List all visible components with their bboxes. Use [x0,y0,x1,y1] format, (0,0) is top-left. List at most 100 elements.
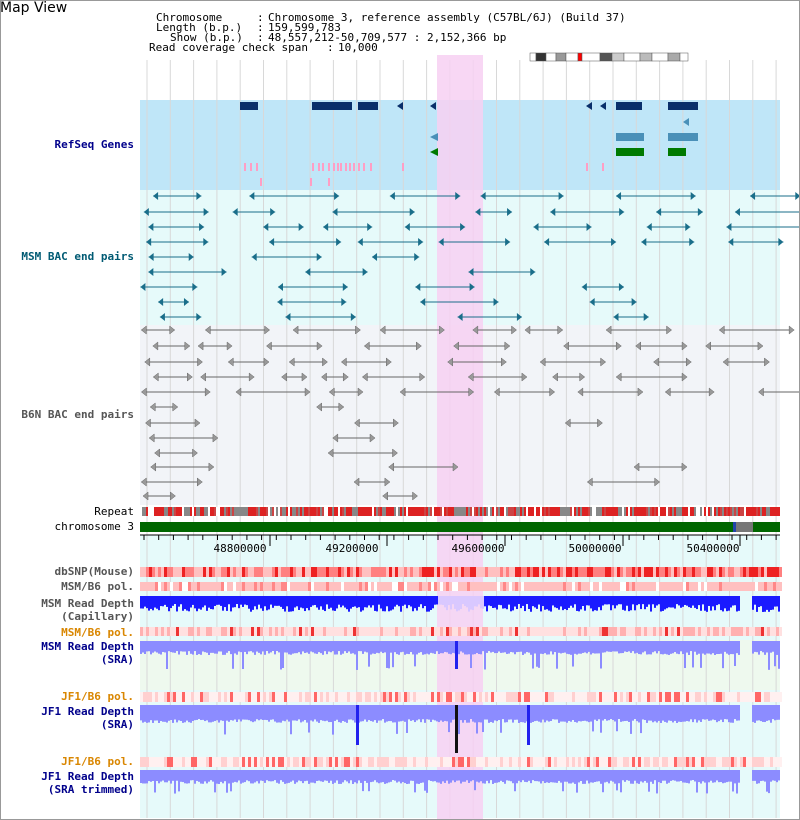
b6n-bac-end [615,372,622,382]
dbsnp-feature [689,567,692,577]
header-sep-4: : [327,41,334,54]
polymorphism-feature [737,757,740,767]
repeat-feature [194,507,196,516]
read-depth-bar [336,596,338,609]
track-label-msm-bac[interactable]: MSM BAC end pairs [21,250,134,263]
read-depth-bar [524,641,526,654]
repeat-feature [622,507,624,516]
repeat-feature [576,507,578,516]
polymorphism-feature [215,757,218,767]
read-depth-bar [314,705,316,720]
b6n-bac-end [681,372,688,382]
read-depth-bar [384,641,386,653]
read-depth-bar [194,641,196,652]
track-label-refseq[interactable]: RefSeq Genes [54,138,134,151]
polymorphism-feature [185,692,188,702]
b6n-bac-end [577,387,584,397]
read-depth-bar [412,596,414,612]
track-label-repeat[interactable]: Repeat [94,505,134,518]
polymorphism-feature [311,582,314,591]
dbsnp-feature [533,567,536,577]
read-depth-bar [418,705,420,720]
read-depth-bar [652,641,654,653]
polymorphism-feature [752,757,755,767]
repeat-feature [538,507,540,516]
read-depth-bar [626,770,628,781]
track-label-msm-read-depth-cap[interactable]: MSM Read Depth [41,597,134,610]
track-label-b6n-bac[interactable]: B6N BAC end pairs [21,408,134,421]
polymorphism-feature [176,757,179,767]
read-depth-bar [666,641,668,655]
read-depth-bar [492,770,494,784]
read-depth-bar [266,641,268,652]
repeat-feature [566,507,568,516]
polymorphism-feature [308,692,311,702]
read-depth-bar [534,641,536,654]
read-depth-bar [280,770,282,781]
read-depth-bar [482,770,484,784]
track-label-dbsnp[interactable]: dbSNP(Mouse) [54,565,134,578]
track-label-jf1-b6-pol-2[interactable]: JF1/B6 pol. [61,755,134,768]
polymorphism-feature [587,582,590,591]
polymorphism-feature [536,582,539,591]
axis-tick-label: 48800000 [213,542,267,555]
polymorphism-feature [431,627,434,636]
read-depth-bar [398,705,400,722]
polymorphism-feature [710,692,713,702]
read-depth-bar [734,770,736,784]
dbsnp-feature [203,567,206,577]
read-depth-bar [602,641,604,653]
dbsnp-feature [356,567,359,577]
track-label-jf1-b6-pol-1[interactable]: JF1/B6 pol. [61,690,134,703]
read-depth-bar [370,596,372,608]
polymorphism-feature [164,627,167,636]
b6n-bac-end [154,448,160,458]
dbsnp-feature [185,567,188,577]
repeat-feature [758,507,760,516]
dbsnp-feature [221,567,224,577]
msm-bac-end [418,238,424,246]
polymorphism-feature [254,582,257,591]
read-depth-bar [278,641,280,653]
msm-bac-end [188,253,194,261]
read-depth-bar [324,641,326,652]
polymorphism-feature [665,582,668,591]
polymorphism-feature [500,757,503,767]
read-depth-bar [330,641,332,653]
polymorphism-feature [170,692,173,702]
read-depth-bar [324,705,326,722]
read-depth-peak [455,641,458,669]
read-depth-bar [696,641,698,655]
read-depth-bar [578,705,580,722]
track-label-jf1-read-depth[interactable]: JF1 Read Depth [41,705,134,718]
read-depth-bar [672,641,674,654]
dbsnp-feature [569,567,572,577]
dbsnp-feature [278,567,281,577]
read-depth-bar [468,705,470,723]
read-depth-bar [224,641,226,655]
refseq-transcript [402,163,404,171]
track-label-jf1-read-depth-trim[interactable]: JF1 Read Depth [41,770,134,783]
read-depth-bar [248,770,250,782]
read-depth-bar [294,641,296,654]
repeat-feature [334,507,336,516]
read-depth-bar [294,770,296,784]
read-depth-bar [282,705,284,721]
polymorphism-feature [635,757,638,767]
polymorphism-feature [737,692,740,702]
read-depth-bar [558,641,560,653]
track-label-msm-read-depth-sra[interactable]: MSM Read Depth [41,640,134,653]
read-depth-bar [556,641,558,669]
track-label-msm-b6-pol-2[interactable]: MSM/B6 pol. [61,626,134,639]
polymorphism-feature [707,582,710,591]
b6n-bac-end [439,325,445,335]
repeat-feature [466,507,468,516]
polymorphism-feature [383,627,386,636]
track-label-msm-b6-pol-1[interactable]: MSM/B6 pol. [61,580,134,593]
repeat-feature [702,507,704,516]
read-depth-bar [464,705,466,721]
dbsnp-feature [443,567,446,577]
track-label-chromosome[interactable]: chromosome 3 [54,520,134,533]
read-depth-bar [284,596,286,612]
